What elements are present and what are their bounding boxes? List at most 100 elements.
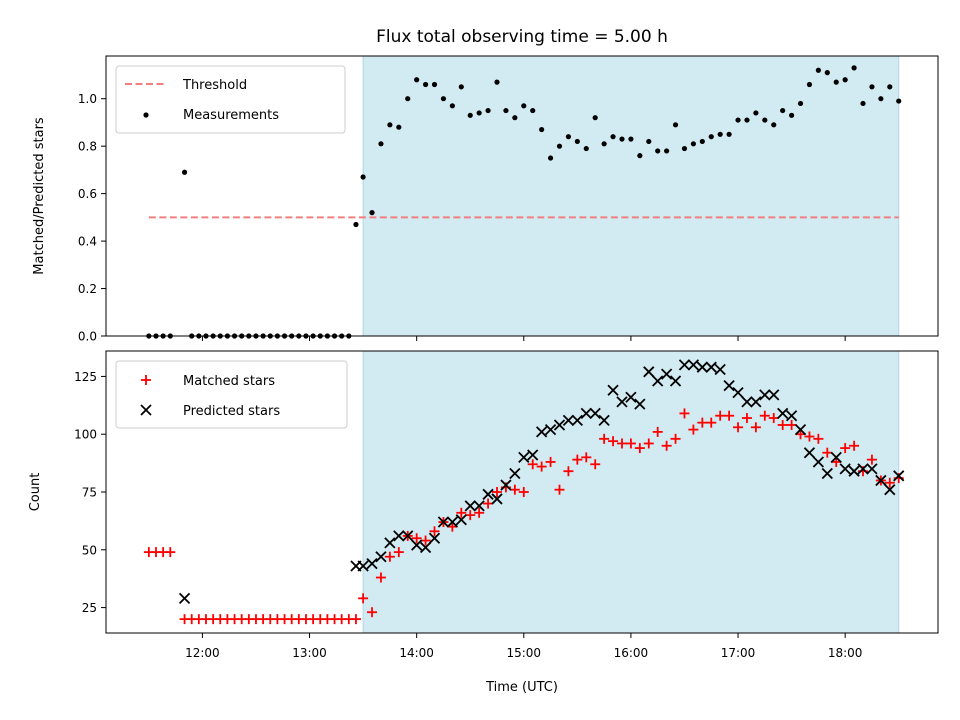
measurement-point (494, 79, 500, 85)
measurement-point (860, 100, 866, 107)
x-tick-label: 12:00 (185, 646, 220, 660)
matched-star-marker (759, 410, 770, 421)
predicted-star-marker (875, 474, 887, 487)
measurement-point (887, 84, 893, 90)
measurement-point (601, 141, 607, 147)
legend-threshold-label: Threshold (182, 78, 247, 93)
matched-star-marker (822, 447, 833, 458)
predicted-star-marker (500, 479, 512, 491)
measurement-point (476, 110, 482, 116)
x-tick-label: 15:00 (506, 646, 541, 660)
y-tick-label: 0.6 (78, 187, 97, 201)
predicted-star-marker (785, 410, 798, 422)
observing-span-shade (362, 55, 900, 337)
measurement-point (512, 115, 518, 121)
measurement-point (878, 96, 884, 102)
matched-star-marker (786, 419, 797, 430)
measurement-point (458, 84, 464, 90)
matched-star-marker (411, 533, 422, 544)
measurement-point (485, 107, 491, 114)
matched-star-marker (661, 440, 672, 451)
measurement-point (824, 70, 830, 76)
matched-star-marker (474, 507, 485, 518)
observing-span-shade (362, 350, 900, 634)
matched-star-marker (393, 547, 404, 558)
measurement-point (530, 107, 536, 114)
matched-star-marker (581, 452, 592, 463)
matched-star-marker (750, 422, 761, 433)
matched-star-marker (768, 413, 779, 424)
matched-star-marker (165, 547, 176, 558)
predicted-star-marker (491, 493, 503, 505)
measurement-point (181, 169, 188, 175)
bottom-y-ticks: 25 50 75 100 125 (74, 370, 106, 615)
predicted-star-marker (678, 359, 691, 371)
predicted-star-marker (357, 560, 369, 572)
predicted-star-marker (821, 467, 833, 480)
top-panel: 0.0 0.2 0.4 0.6 0.8 1.0 Matched/Predicted sta… (32, 55, 939, 344)
measurement-point (405, 96, 411, 102)
matched-star-marker (804, 431, 815, 442)
matched-star-marker (849, 440, 860, 451)
predicted-star-marker (419, 541, 432, 554)
predicted-star-marker (402, 530, 414, 542)
y-tick-label: 0.8 (78, 140, 97, 154)
measurement-point (762, 117, 768, 123)
count-points (143, 359, 905, 625)
predicted-star-marker (455, 514, 467, 526)
measurement-point (521, 103, 527, 109)
predicted-star-marker (446, 516, 459, 528)
matched-star-marker (590, 459, 601, 470)
matched-star-marker (643, 438, 654, 449)
matched-star-marker (350, 614, 361, 625)
predicted-star-marker (562, 414, 575, 426)
matched-star-marker (599, 433, 610, 444)
measurement-point (565, 134, 572, 140)
measurement-point (449, 103, 455, 109)
predicted-star-marker (598, 414, 610, 426)
bottom-x-ticks: 12:00 13:00 14:00 15:00 16:00 17:00 18:00 (185, 633, 862, 660)
predicted-star-marker (384, 537, 396, 549)
measurement-point (637, 153, 643, 159)
measurement-point (646, 138, 652, 145)
measurement-point (583, 145, 589, 152)
measurement-point (414, 77, 420, 83)
matched-star-marker (616, 438, 627, 449)
predicted-star-marker (768, 389, 780, 401)
matched-star-marker (884, 477, 895, 488)
measurement-point (610, 134, 616, 140)
measurement-point (780, 107, 786, 114)
matched-star-marker (358, 593, 369, 604)
measurement-point (422, 81, 429, 88)
matched-star-marker (429, 526, 440, 537)
predicted-star-marker (893, 470, 905, 482)
matched-star-marker (572, 454, 583, 465)
predicted-star-marker (669, 375, 682, 387)
predicted-star-marker (830, 451, 842, 463)
predicted-star-marker (803, 447, 816, 459)
y-tick-label: 125 (74, 370, 97, 384)
predicted-star-marker (464, 500, 476, 512)
matched-star-marker (741, 413, 752, 424)
predicted-star-marker (866, 463, 878, 475)
matched-star-marker (456, 507, 467, 518)
measurement-point (869, 84, 875, 90)
top-axes-frame (105, 55, 939, 337)
predicted-star-marker (750, 396, 762, 408)
measurement-point (378, 141, 384, 147)
measurement-point (628, 136, 634, 142)
measurement-point (619, 136, 625, 142)
matched-star-marker (706, 417, 717, 428)
measurement-point (440, 96, 447, 102)
y-tick-label: 0.4 (78, 235, 97, 249)
predicted-star-marker (527, 449, 539, 461)
measurement-point (396, 124, 402, 130)
predicted-star-marker (759, 389, 771, 401)
x-tick-label: 16:00 (614, 646, 649, 660)
matched-star-marker (563, 466, 574, 477)
measurement-point (896, 98, 902, 104)
matched-star-marker (492, 487, 503, 497)
measurement-point (726, 131, 732, 137)
predicted-star-marker (607, 384, 619, 396)
